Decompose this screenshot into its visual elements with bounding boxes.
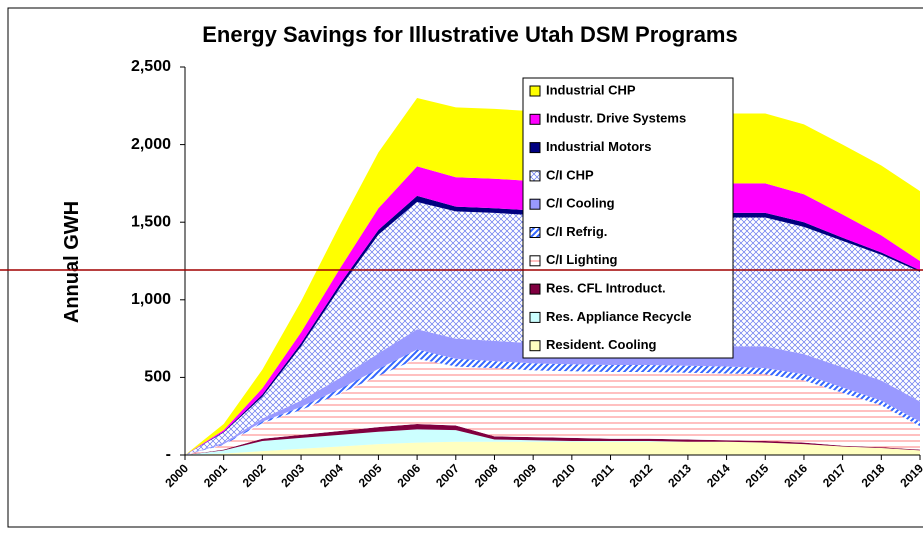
legend-label: C/I CHP: [546, 167, 594, 182]
y-axis-label: Annual GWH: [61, 201, 83, 323]
x-tick-label: 2013: [665, 461, 694, 490]
legend-swatch: [529, 311, 541, 323]
legend-label: Resident. Cooling: [546, 337, 657, 352]
legend-swatch: [529, 283, 541, 295]
x-tick-label: 2012: [627, 461, 656, 490]
y-tick-label: 2,000: [131, 136, 171, 153]
legend-swatch: [529, 340, 541, 352]
x-tick-label: 2006: [394, 461, 423, 490]
x-tick-label: 2004: [317, 461, 346, 490]
x-tick-label: 2015: [743, 461, 772, 490]
legend-label: C/I Refrig.: [546, 224, 607, 239]
x-tick-label: 2017: [820, 461, 849, 490]
x-tick-label: 2014: [704, 461, 733, 490]
x-tick-label: 2009: [510, 461, 539, 490]
legend-swatch: [529, 255, 541, 267]
y-tick-label: 2,500: [131, 58, 171, 75]
x-tick-label: 2002: [240, 461, 269, 490]
x-tick-label: 2011: [588, 461, 617, 490]
legend-label: Industr. Drive Systems: [546, 111, 686, 126]
y-tick-label: -: [166, 446, 171, 463]
area: [185, 358, 920, 455]
x-tick-label: 2019: [897, 461, 923, 490]
legend-label: Res. Appliance Recycle: [546, 309, 691, 324]
x-tick-label: 2001: [201, 461, 230, 490]
area: [185, 98, 920, 455]
legend-label: C/I Cooling: [546, 196, 615, 211]
legend-label: Industrial Motors: [546, 139, 651, 154]
legend-box: [522, 77, 734, 359]
x-tick-label: 2003: [278, 461, 307, 490]
y-tick-label: 1,500: [131, 213, 171, 230]
x-tick-label: 2008: [472, 461, 501, 490]
legend-swatch: [529, 85, 541, 97]
chart-title: Energy Savings for Illustrative Utah DSM…: [202, 22, 737, 47]
legend-swatch: [529, 198, 541, 210]
x-tick-label: 2007: [433, 461, 462, 490]
x-tick-label: 2005: [356, 461, 385, 490]
chart-border: [7, 7, 923, 528]
legend-label: Res. CFL Introduct.: [546, 281, 666, 296]
area: [185, 441, 920, 455]
x-tick-label: 2018: [859, 461, 888, 490]
area: [185, 166, 920, 455]
x-tick-label: 2000: [162, 461, 191, 490]
legend-label: C/I Lighting: [546, 252, 618, 267]
legend-label: Industrial CHP: [546, 82, 636, 97]
y-tick-label: 1,000: [131, 291, 171, 308]
x-tick-label: 2010: [549, 461, 578, 490]
legend-swatch: [529, 113, 541, 125]
y-tick-label: 500: [144, 369, 171, 386]
x-tick-label: 2016: [781, 461, 810, 490]
area: [185, 329, 920, 455]
legend-swatch: [529, 142, 541, 154]
area: [185, 429, 920, 455]
area: [185, 349, 920, 455]
legend-swatch: [529, 227, 541, 238]
legend-swatch: [529, 170, 541, 182]
area: [185, 423, 920, 455]
